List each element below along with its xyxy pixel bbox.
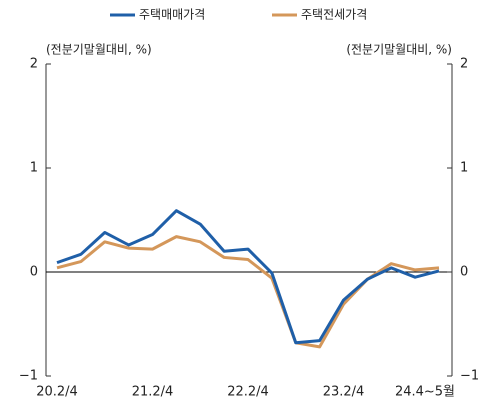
x-tick-label: 23.2/4: [323, 385, 365, 400]
series-line: [56, 209, 440, 345]
legend-label: 주택매매가격: [139, 8, 205, 22]
series-line: [56, 235, 440, 349]
y-axis-label: (전분기말월대비, %): [46, 43, 152, 57]
y2-tick-label: 1: [460, 161, 468, 176]
y-tick-label: 2: [30, 57, 38, 72]
y-tick-label: 0: [30, 265, 38, 280]
y2-axis-label: (전분기말월대비, %): [346, 43, 452, 57]
y-tick-label: −1: [19, 369, 38, 384]
x-tick-label: 21.2/4: [132, 385, 174, 400]
y2-tick-label: −1: [460, 369, 479, 384]
legend-label: 주택전세가격: [301, 8, 367, 22]
y-tick-label: 1: [30, 161, 38, 176]
x-tick-label: 24.4~5월: [395, 385, 455, 400]
y2-tick-label: 2: [460, 57, 468, 72]
x-tick-label: 22.2/4: [227, 385, 269, 400]
y2-tick-label: 0: [460, 265, 468, 280]
x-tick-label: 20.2/4: [36, 385, 78, 400]
